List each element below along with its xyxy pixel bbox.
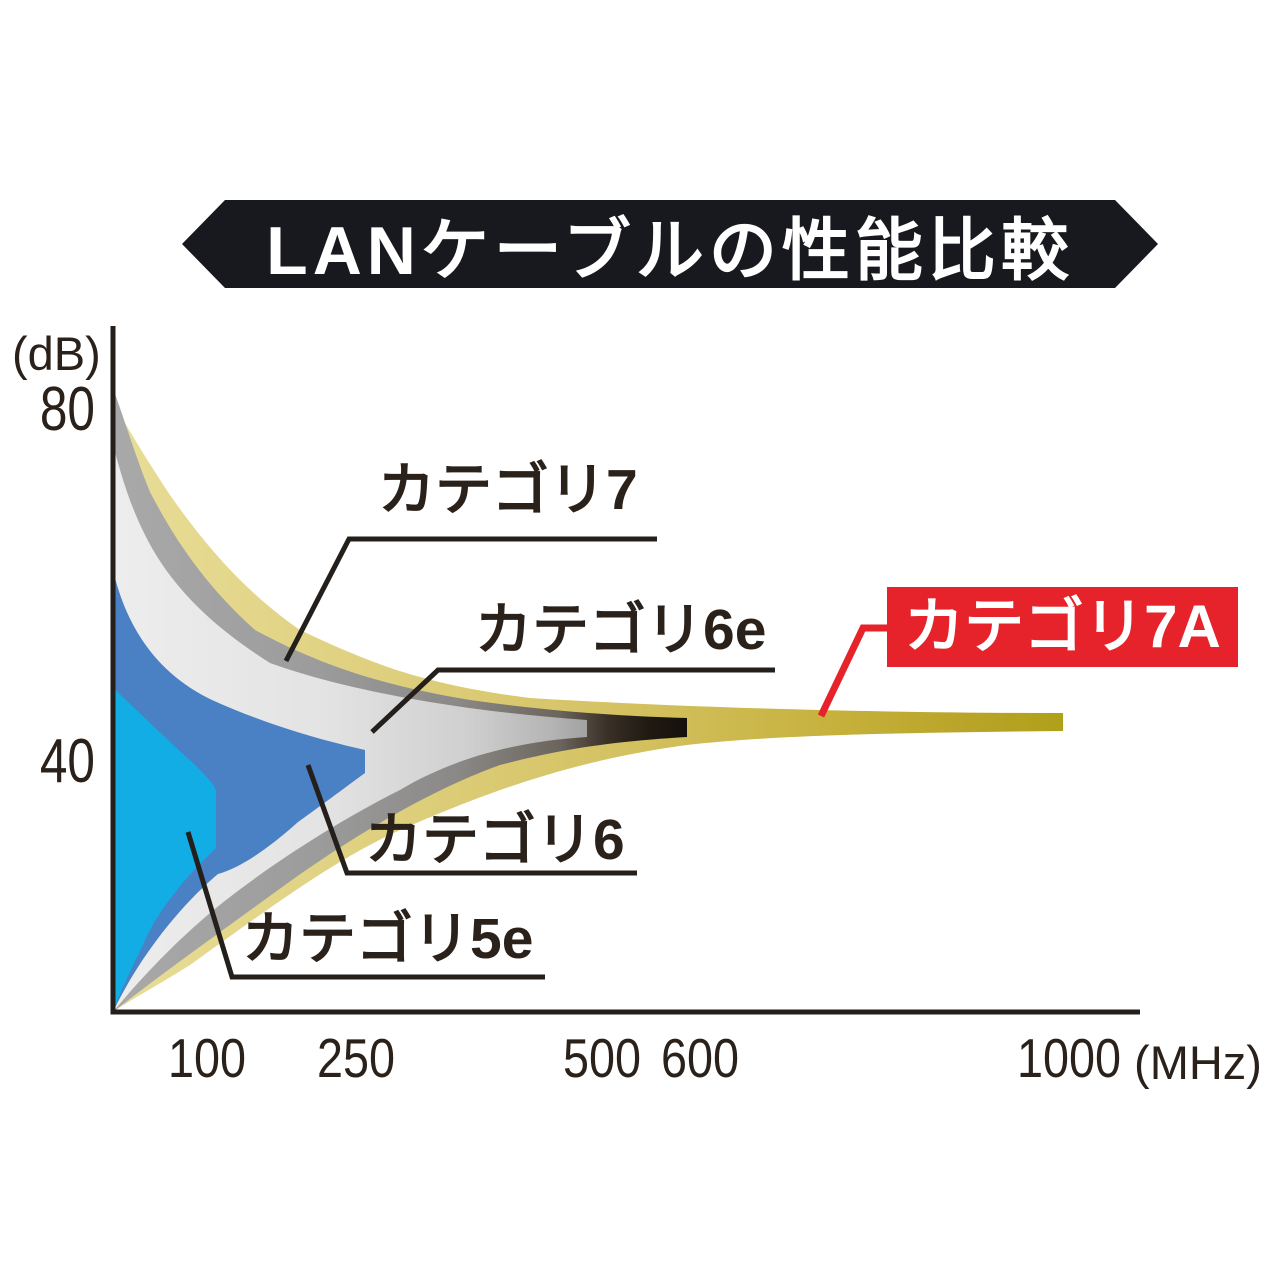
axis-lines bbox=[110, 326, 1140, 1015]
x-axis-unit: (MHz) bbox=[1134, 1036, 1262, 1089]
y-tick-80: 80 bbox=[39, 375, 95, 444]
x-tick-1000: 1000 bbox=[1016, 1027, 1121, 1089]
leader-cat5e bbox=[185, 831, 545, 980]
x-tick-100: 100 bbox=[167, 1027, 246, 1089]
band-cat5e bbox=[113, 688, 216, 1012]
label-cat6e: カテゴリ6e bbox=[475, 598, 767, 662]
label-cat5e: カテゴリ5e bbox=[242, 907, 534, 971]
leader-cat7 bbox=[283, 536, 657, 663]
chart-title: LANケーブルの性能比較 bbox=[266, 212, 1074, 289]
x-tick-600: 600 bbox=[660, 1027, 739, 1089]
x-tick-250: 250 bbox=[316, 1027, 395, 1089]
label-cat6: カテゴリ6 bbox=[365, 808, 625, 872]
label-cat7a-highlight-box: カテゴリ7A bbox=[887, 587, 1238, 667]
band-cat6e bbox=[113, 445, 587, 1012]
label-cat7a: カテゴリ7A bbox=[904, 593, 1221, 660]
leader-cat6 bbox=[305, 764, 637, 876]
leader-cat7a bbox=[817, 624, 887, 718]
title-banner: LANケーブルの性能比較 bbox=[182, 200, 1158, 288]
band-cat6 bbox=[113, 570, 365, 1012]
y-tick-40: 40 bbox=[39, 727, 95, 796]
x-tick-500: 500 bbox=[562, 1027, 641, 1089]
y-axis-unit: (dB) bbox=[12, 327, 101, 380]
label-cat7: カテゴリ7 bbox=[378, 458, 638, 522]
leader-cat6e bbox=[370, 667, 775, 734]
band-cat7a bbox=[113, 403, 1063, 1012]
